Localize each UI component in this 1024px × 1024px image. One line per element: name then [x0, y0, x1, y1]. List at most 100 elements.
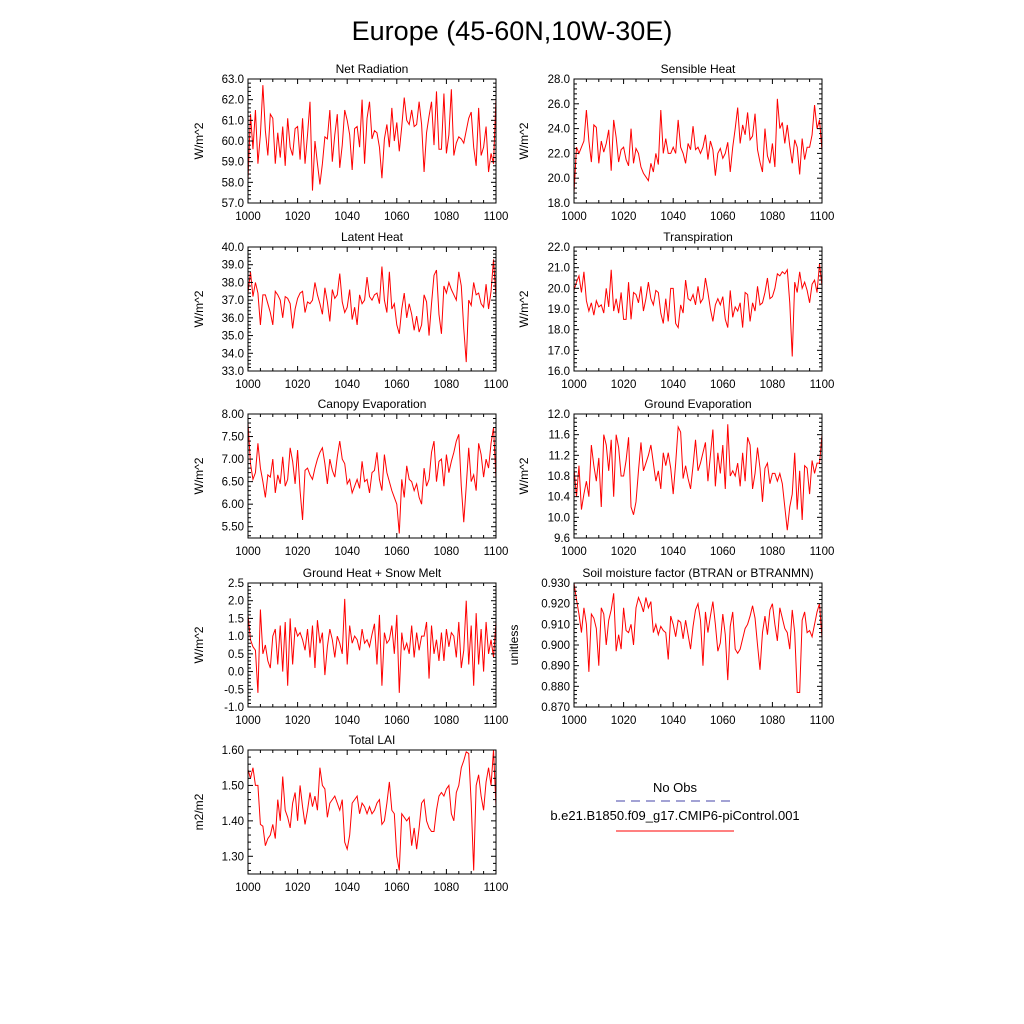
x-tick-label: 1100	[484, 211, 509, 223]
y-tick-label: 22.0	[548, 148, 570, 160]
legend-obs-label: No Obs	[653, 780, 698, 795]
x-tick-label: 1000	[561, 715, 587, 727]
x-tick-label: 1100	[484, 379, 509, 391]
y-tick-label: -0.5	[224, 684, 244, 696]
plot-frame	[247, 582, 497, 708]
y-tick-label: 21.0	[548, 263, 570, 275]
y-tick-label: 6.00	[222, 499, 244, 511]
x-tick-label: 1060	[710, 379, 736, 391]
y-tick-label: 10.8	[548, 471, 570, 483]
x-tick-label: 1020	[611, 715, 637, 727]
y-tick-label: 12.0	[548, 409, 570, 421]
series-line	[248, 422, 496, 534]
x-tick-label: 1040	[334, 715, 360, 727]
series-line	[248, 598, 496, 693]
panel-net-radiation: Net Radiation W/m^2 1000 1020 1040 1060 1080 11…	[192, 62, 508, 223]
x-tick-label: 1060	[384, 211, 410, 223]
x-tick-label: 1060	[384, 379, 410, 391]
y-tick-label: 59.0	[222, 157, 244, 169]
series-line	[574, 263, 822, 357]
x-tick-label: 1020	[285, 882, 311, 894]
y-tick-label: 26.0	[548, 99, 570, 111]
y-tick-label: 24.0	[548, 124, 570, 136]
series-line	[248, 259, 496, 363]
x-tick-label: 1040	[334, 379, 360, 391]
x-tick-label: 1060	[710, 211, 736, 223]
panel-latent-heat: Latent Heat W/m^2 1000 1020 1040 1060 1080 1100…	[192, 230, 508, 391]
y-tick-label: 2.5	[228, 578, 244, 590]
y-tick-label: 10.0	[548, 512, 570, 524]
y-tick-label: 20.0	[548, 283, 570, 295]
x-tick-label: 1080	[434, 379, 460, 391]
panel-soil-moisture-factor: Soil moisture factor (BTRAN or BTRANMN) u…	[507, 566, 834, 727]
series-line	[248, 85, 496, 191]
y-tick-label: 1.30	[222, 851, 244, 863]
x-tick-label: 1000	[561, 546, 587, 558]
x-tick-label: 1000	[235, 715, 261, 727]
y-tick-label: 18.0	[548, 198, 570, 210]
x-tick-label: 1020	[611, 379, 637, 391]
x-tick-label: 1100	[810, 379, 835, 391]
y-tick-label: 0.880	[541, 681, 570, 693]
panel-transpiration: Transpiration W/m^2 1000 1020 1040 1060 1080 11…	[517, 230, 834, 391]
panel-ground-heat-snow-melt: Ground Heat + Snow Melt W/m^2 1000 1020 1040…	[192, 566, 508, 727]
y-tick-label: 0.900	[541, 640, 570, 652]
plot-frame	[247, 749, 497, 875]
y-tick-label: 18.0	[548, 325, 570, 337]
y-tick-label: 61.0	[222, 115, 244, 127]
y-tick-label: 1.60	[222, 745, 244, 757]
y-tick-label: 28.0	[548, 74, 570, 86]
panel-title: Latent Heat	[341, 230, 404, 244]
y-tick-label: 0.910	[541, 619, 570, 631]
x-tick-label: 1060	[710, 546, 736, 558]
y-tick-label: 0.920	[541, 599, 570, 611]
y-tick-label: 0.5	[228, 649, 244, 661]
x-tick-label: 1100	[484, 546, 509, 558]
series-line	[574, 98, 822, 194]
legend-model-label: b.e21.B1850.f09_g17.CMIP6-piControl.001	[550, 808, 799, 823]
x-tick-label: 1000	[235, 379, 261, 391]
y-tick-label: 16.0	[548, 366, 570, 378]
y-tick-label: 57.0	[222, 198, 244, 210]
y-tick-label: 9.6	[554, 533, 570, 545]
y-tick-label: 62.0	[222, 95, 244, 107]
plot-frame	[573, 246, 823, 372]
panel-sensible-heat: Sensible Heat W/m^2 1000 1020 1040 1060 1080 11…	[517, 62, 834, 223]
x-tick-label: 1000	[235, 211, 261, 223]
y-tick-label: 11.2	[548, 450, 570, 462]
x-tick-label: 1000	[561, 379, 587, 391]
x-tick-label: 1080	[434, 211, 460, 223]
y-tick-label: 10.4	[548, 492, 571, 504]
panel-title: Ground Heat + Snow Melt	[303, 566, 442, 580]
y-tick-label: 8.00	[222, 409, 244, 421]
x-tick-label: 1040	[660, 546, 686, 558]
y-tick-label: 58.0	[222, 177, 244, 189]
x-tick-label: 1040	[334, 546, 360, 558]
x-tick-label: 1000	[235, 546, 261, 558]
x-tick-label: 1100	[810, 715, 835, 727]
x-tick-label: 1020	[285, 211, 311, 223]
x-tick-label: 1040	[660, 379, 686, 391]
x-tick-label: 1100	[484, 715, 509, 727]
y-tick-label: 17.0	[548, 345, 570, 357]
x-tick-label: 1080	[434, 882, 460, 894]
y-tick-label: 0.870	[541, 702, 570, 714]
y-tick-label: 33.0	[222, 366, 244, 378]
x-tick-label: 1080	[760, 546, 786, 558]
x-tick-label: 1040	[660, 715, 686, 727]
y-axis-label: unitless	[507, 625, 521, 666]
y-tick-label: 1.50	[222, 780, 244, 792]
y-tick-label: 5.50	[222, 522, 244, 534]
x-tick-label: 1080	[434, 546, 460, 558]
x-tick-label: 1020	[611, 546, 637, 558]
y-tick-label: 20.0	[548, 173, 570, 185]
series-line	[574, 424, 822, 531]
y-axis-label: W/m^2	[517, 122, 531, 159]
y-tick-label: 0.0	[228, 667, 244, 679]
y-tick-label: 6.50	[222, 477, 244, 489]
x-tick-label: 1000	[235, 882, 261, 894]
y-tick-label: 0.890	[541, 661, 570, 673]
x-tick-label: 1060	[710, 715, 736, 727]
y-tick-label: 36.0	[222, 313, 244, 325]
